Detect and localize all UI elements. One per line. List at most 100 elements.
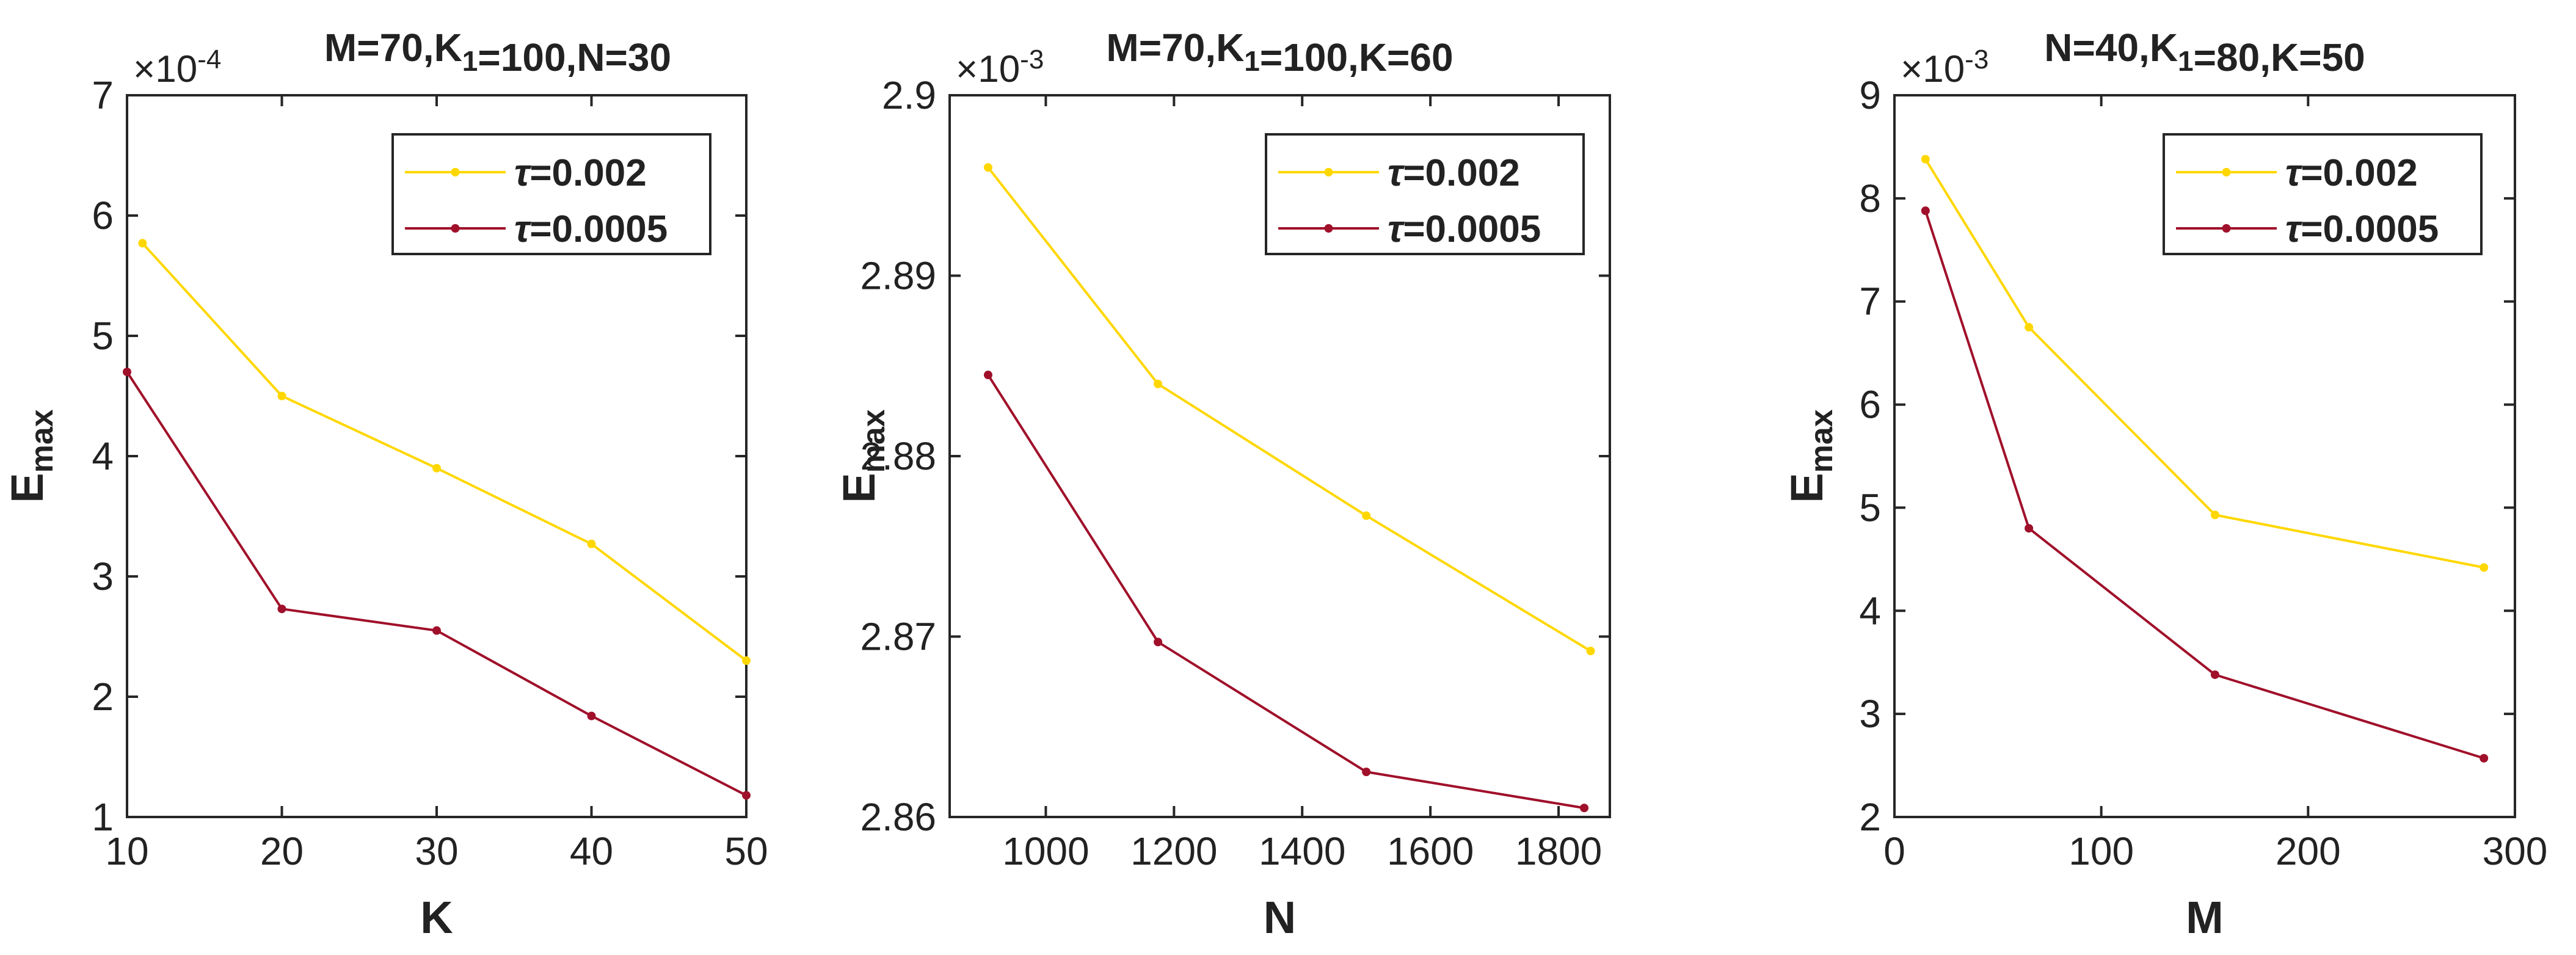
series-line-2 (987, 374, 1585, 810)
data-point (2210, 670, 2219, 679)
legend-box (391, 133, 711, 255)
y-tick-label: 6 (1859, 383, 1881, 427)
data-point (1580, 804, 1589, 813)
x-tick-label: 1000 (1002, 829, 1089, 873)
legend-label: τ=0.0005 (514, 208, 668, 250)
x-axis-label: K (420, 892, 453, 943)
x-tick-label: 50 (724, 829, 768, 873)
data-point (2025, 322, 2034, 332)
data-point (742, 656, 751, 665)
series-line-2 (126, 371, 747, 797)
data-point (2480, 563, 2489, 572)
data-point (1362, 768, 1371, 777)
data-point (983, 371, 992, 380)
exponent-label: ×10-3 (1901, 45, 1988, 90)
chart-panel-2: 1000 1200 1400 1600 1800 2.86 2.87 2.88 2.89 2.9 ×… (834, 26, 1611, 943)
data-point (1921, 206, 1930, 216)
data-point (1921, 154, 1930, 164)
legend-marker (451, 168, 460, 176)
y-axis-label: Emax (1781, 409, 1839, 503)
y-tick-label: 5 (92, 314, 114, 358)
axes-box (1893, 94, 2516, 818)
x-tick-label: 1400 (1259, 829, 1345, 873)
x-tick-label: 1800 (1515, 829, 1602, 873)
legend-label: τ=0.002 (1388, 152, 1520, 194)
x-tick-label: 1200 (1130, 829, 1217, 873)
legend-marker (2222, 224, 2231, 233)
x-tick-label: 40 (570, 829, 613, 873)
y-tick-label: 4 (1859, 589, 1881, 633)
exponent-label: ×10-3 (956, 45, 1044, 90)
legend-label: τ=0.002 (2285, 152, 2418, 194)
y-tick-label: 2 (92, 675, 114, 719)
chart-panel-3: 0 100 200 300 2 3 4 5 6 7 8 9 ×10-3 N=40,K1=80,K=50 M E… (1781, 26, 2547, 943)
legend-marker (2222, 168, 2231, 176)
data-point (432, 463, 441, 473)
y-tick-label: 3 (92, 554, 114, 598)
exponent-label: ×10-4 (133, 45, 221, 90)
y-axis-label: Emax (2, 409, 60, 503)
y-tick-label: 5 (1859, 485, 1881, 529)
data-point (1154, 379, 1163, 388)
y-tick-label: 6 (92, 194, 114, 238)
data-point (2210, 510, 2219, 520)
y-tick-label: 3 (1859, 692, 1881, 736)
x-tick-label: 30 (415, 829, 458, 873)
data-point (2025, 524, 2034, 533)
data-point (277, 391, 286, 401)
y-tick-label: 7 (1859, 280, 1881, 324)
data-point (1154, 637, 1163, 647)
data-point (138, 239, 147, 248)
data-point (742, 791, 751, 800)
chart-title: M=70,K1=100,K=60 (1106, 26, 1453, 79)
data-point (983, 163, 992, 172)
x-tick-label: 0 (1883, 829, 1905, 873)
y-tick-label: 2.87 (860, 615, 936, 659)
data-point (2480, 753, 2489, 763)
y-tick-label: 7 (92, 73, 114, 117)
chart-panel-1: 10 20 30 40 50 1 2 3 4 5 6 7 ×10-4 M=70,K1=100,N=30 K E… (2, 26, 768, 943)
x-axis-label: N (1264, 892, 1296, 943)
chart-title: N=40,K1=80,K=50 (2044, 26, 2365, 79)
chart-title: M=70,K1=100,N=30 (324, 26, 671, 79)
legend-box (1265, 133, 1585, 255)
legend: τ=0.002 τ=0.0005 (2163, 133, 2483, 255)
x-axis-label: M (2186, 892, 2224, 943)
y-tick-label: 2.88 (860, 434, 936, 478)
y-tick-label: 4 (92, 434, 114, 478)
series-line-1 (141, 242, 748, 662)
data-point (432, 626, 441, 635)
x-tick-label: 10 (105, 829, 148, 873)
y-tick-label: 2.9 (882, 73, 936, 117)
y-tick-label: 1 (92, 795, 114, 839)
x-tick-label: 20 (260, 829, 304, 873)
y-tick-label: 8 (1859, 176, 1881, 220)
x-tick-label: 200 (2276, 829, 2341, 873)
data-point (123, 368, 131, 377)
y-axis-label: Emax (834, 409, 892, 503)
y-tick-label: 9 (1859, 73, 1881, 117)
legend-marker (1324, 168, 1333, 176)
legend-box (2163, 133, 2483, 255)
x-tick-label: 100 (2068, 829, 2134, 873)
legend-marker (1324, 224, 1333, 233)
series-line-1 (987, 166, 1592, 652)
data-point (277, 605, 286, 614)
legend: τ=0.002 τ=0.0005 (1265, 133, 1585, 255)
legend-label: τ=0.0005 (2285, 208, 2439, 250)
x-tick-label: 1600 (1387, 829, 1474, 873)
legend-label: τ=0.002 (514, 152, 647, 194)
series-line-2 (1924, 210, 2484, 760)
data-point (587, 711, 596, 721)
legend-marker (451, 224, 460, 233)
legend: τ=0.002 τ=0.0005 (391, 133, 711, 255)
data-point (1586, 647, 1595, 656)
data-point (1362, 511, 1371, 520)
y-tick-label: 2 (1859, 795, 1881, 839)
x-tick-label: 300 (2483, 829, 2548, 873)
data-point (587, 539, 596, 548)
y-tick-label: 2.86 (860, 795, 936, 839)
y-tick-label: 2.89 (860, 254, 936, 298)
series-line-1 (1924, 158, 2484, 569)
